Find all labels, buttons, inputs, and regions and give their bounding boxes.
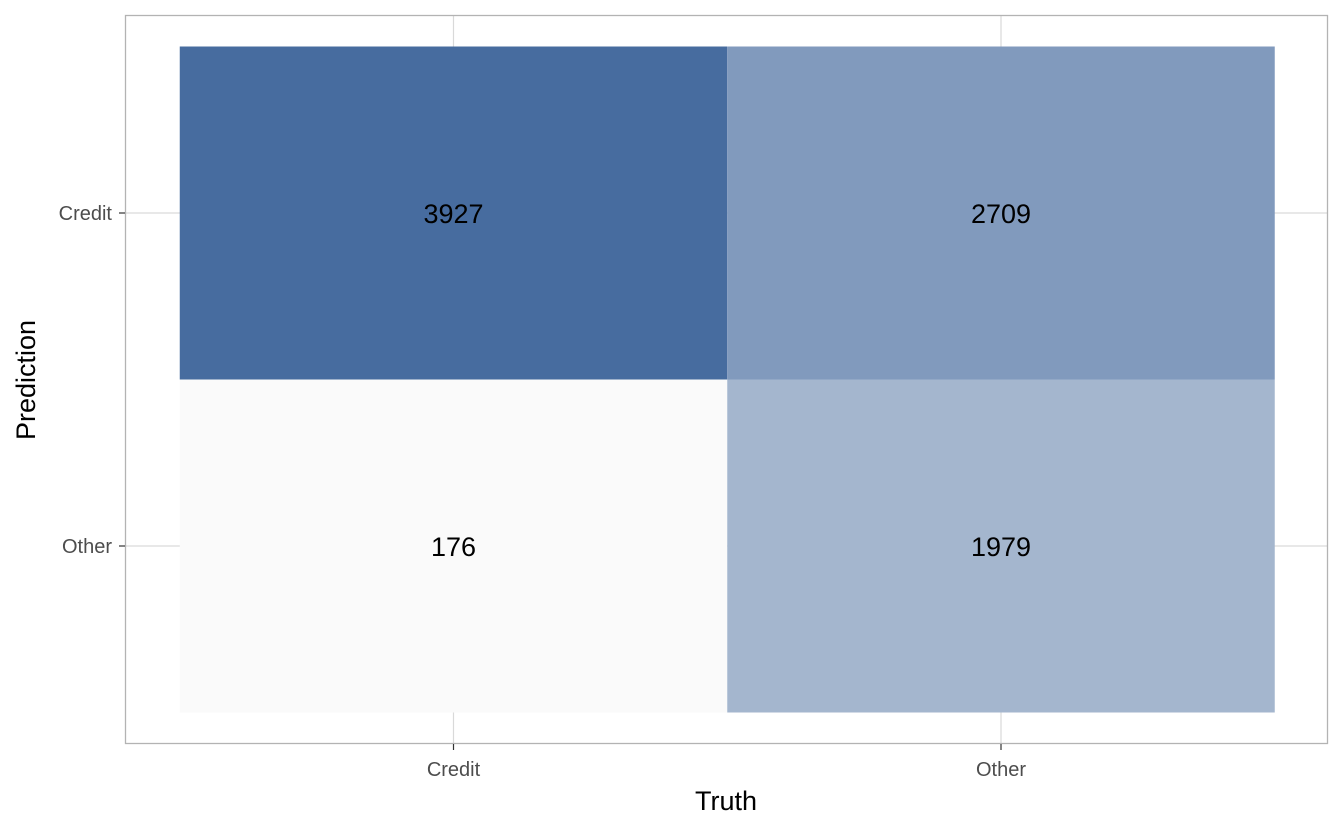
heatmap-cell [727,379,1275,713]
cell-value-label: 1979 [971,532,1031,562]
heatmap-cell [727,46,1275,380]
y-axis-title: Prediction [11,320,41,440]
cell-value-label: 176 [431,532,476,562]
cell-value-label: 2709 [971,199,1031,229]
y-tick-label: Credit [59,203,113,225]
heatmap-cells [179,46,1275,713]
cell-labels: 3927 2709 176 1979 [423,199,1031,562]
y-tick-label: Other [62,536,112,558]
x-axis-ticks: Credit Other [427,744,1026,781]
x-tick-label: Credit [427,759,481,781]
plot-panel-border [124,14,1329,745]
cell-value-label: 3927 [423,199,483,229]
y-axis-ticks: Credit Other [59,203,125,558]
heatmap-cell [179,379,728,713]
heatmap-cell [179,46,728,380]
x-tick-label: Other [976,759,1026,781]
x-axis-title: Truth [695,786,757,816]
